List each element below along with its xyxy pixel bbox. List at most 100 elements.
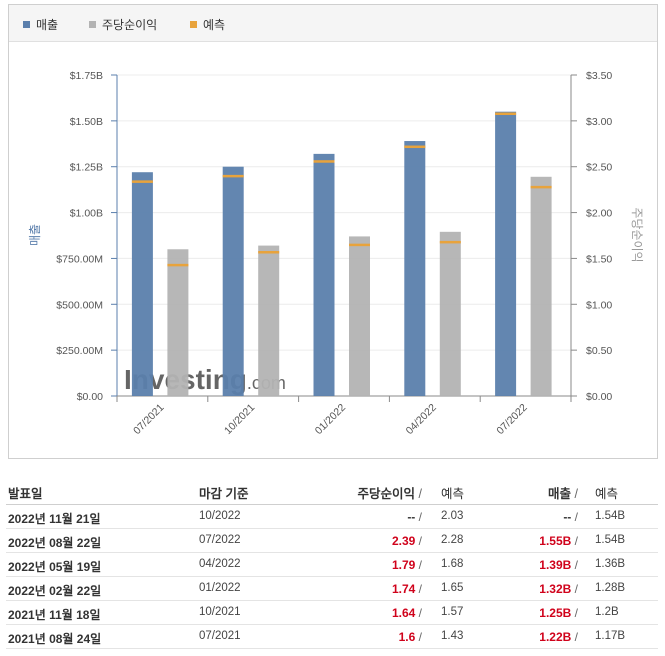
row-eps-actual: 1.74	[391, 582, 416, 596]
header-revenue[interactable]: 매출 /	[548, 483, 578, 502]
row-revenue-forecast: 1.28B	[595, 582, 626, 594]
row-eps-forecast: 1.65	[441, 582, 464, 594]
legend-swatch-revenue	[23, 21, 30, 28]
row-revenue: 1.22B /	[539, 630, 578, 644]
x-tick-label: 10/2021	[222, 402, 257, 437]
row-revenue-actual: 1.22B	[539, 630, 572, 644]
earnings-chart-panel: 매출 주당순이익 예측 $0.00 $0.00 $250.00M $0.50 $500.…	[8, 4, 658, 459]
table-row: 2021년 11월 18일 10/2021 1.64 /1.57 1.25B /1.2…	[6, 601, 658, 625]
row-revenue-forecast: 1.36B	[595, 558, 626, 570]
row-revenue-separator: /	[574, 630, 578, 644]
table-body: 2022년 11월 21일 10/2022 -- /2.03 -- /1.54B 202…	[6, 505, 658, 649]
row-revenue-actual: 1.39B	[539, 558, 572, 572]
revenue-forecast-marker	[404, 145, 426, 149]
y-tick-label: $0.00	[77, 391, 103, 403]
header-revenue-separator: /	[574, 487, 578, 501]
y2-tick-label: $1.50	[586, 253, 612, 265]
header-eps[interactable]: 주당순이익 /	[358, 483, 422, 502]
header-eps-label: 주당순이익	[357, 487, 416, 501]
row-revenue-forecast: 1.54B	[595, 510, 626, 522]
row-eps-actual: 2.39	[391, 534, 416, 548]
row-eps-actual: 1.79	[391, 558, 416, 572]
revenue-forecast-marker	[495, 112, 517, 116]
legend-swatch-eps	[89, 21, 96, 28]
row-eps-actual: --	[407, 510, 416, 524]
row-revenue-separator: /	[574, 510, 578, 524]
y-tick-label: $1.00B	[70, 208, 103, 220]
row-period: 01/2022	[199, 582, 241, 594]
y2-tick-label: $0.50	[586, 345, 612, 357]
row-eps-separator: /	[418, 534, 422, 548]
eps-bar	[349, 236, 370, 396]
revenue-bar	[495, 111, 517, 396]
y2-tick-label: $0.00	[586, 391, 612, 403]
legend-label-eps: 주당순이익	[102, 18, 158, 32]
legend-label-revenue: 매출	[36, 18, 59, 32]
row-revenue-actual: 1.55B	[539, 534, 572, 548]
legend-item-revenue[interactable]: 매출	[23, 16, 58, 33]
row-eps-separator: /	[418, 558, 422, 572]
eps-forecast-marker	[530, 185, 552, 189]
eps-forecast-marker	[258, 251, 280, 254]
row-revenue: 1.32B /	[539, 582, 578, 596]
header-eps-forecast[interactable]: 예측	[441, 487, 465, 501]
row-period: 10/2022	[199, 510, 241, 522]
table-row: 2022년 02월 22일 01/2022 1.74 / 1.65 1.32B / 1.2…	[6, 577, 658, 601]
row-eps: 1.64 /	[392, 606, 422, 620]
y-tick-label: $250.00M	[56, 345, 103, 357]
eps-bar	[167, 249, 189, 396]
row-eps-actual: 1.64	[391, 606, 416, 620]
row-eps: 2.39 /	[392, 534, 422, 548]
row-date: 2022년 08월 22일	[8, 536, 102, 550]
row-date: 2022년 02월 22일	[8, 584, 102, 598]
header-revenue-forecast[interactable]: 예측	[595, 487, 619, 501]
row-period: 04/2022	[199, 558, 241, 570]
row-revenue: -- /	[563, 510, 578, 524]
row-revenue-separator: /	[574, 534, 578, 548]
revenue-bar	[131, 172, 153, 396]
y2-axis-title: 주당순이익	[630, 207, 644, 262]
row-revenue: 1.25B /	[539, 606, 578, 620]
row-eps-separator: /	[418, 606, 422, 620]
legend-item-forecast[interactable]: 예측	[190, 16, 225, 33]
row-revenue: 1.39B /	[539, 558, 578, 572]
legend-item-eps[interactable]: 주당순이익	[89, 16, 157, 33]
row-eps: 1.6 /	[399, 630, 422, 644]
row-period: 07/2022	[199, 534, 241, 546]
x-tick-label: 07/2022	[494, 402, 529, 437]
header-date[interactable]: 발표일	[8, 487, 43, 501]
row-period: 10/2021	[199, 606, 241, 618]
x-tick-label: 01/2022	[313, 402, 348, 437]
row-revenue-separator: /	[574, 582, 578, 596]
row-revenue-actual: --	[563, 510, 572, 524]
x-tick-label: 04/2022	[404, 402, 439, 437]
row-eps-forecast: 1.68	[441, 558, 464, 570]
row-date: 2022년 05월 19일	[8, 560, 102, 574]
y-tick-label: $750.00M	[56, 253, 103, 265]
y-tick-label: $1.50B	[70, 116, 103, 128]
chart-plot: $0.00 $0.00 $250.00M $0.50 $500.00M $1.00 $750…	[28, 70, 644, 437]
chart-legend: 매출 주당순이익 예측	[9, 5, 657, 42]
legend-label-forecast: 예측	[203, 18, 226, 32]
header-period[interactable]: 마감 기준	[199, 487, 249, 501]
table-header: 발표일 마감 기준 주당순이익 / 예측 매출 / 예측	[6, 478, 658, 505]
legend-swatch-forecast	[190, 21, 197, 28]
row-period: 07/2021	[199, 630, 241, 642]
eps-forecast-marker	[349, 243, 370, 247]
revenue-bar	[404, 141, 426, 396]
table-row: 2022년 11월 21일 10/2022 -- / 2.03 -- / 1.54B	[6, 505, 658, 529]
x-tick-label: 07/2021	[131, 402, 166, 437]
row-eps: 1.79 /	[392, 558, 422, 572]
revenue-forecast-marker	[222, 174, 244, 178]
row-eps-forecast: 1.57	[441, 606, 464, 618]
row-date: 2021년 08월 24일	[8, 632, 102, 646]
header-eps-separator: /	[418, 487, 422, 501]
eps-forecast-marker	[167, 263, 189, 267]
row-revenue-separator: /	[574, 558, 578, 572]
y2-tick-label: $2.00	[586, 208, 612, 220]
eps-forecast-marker	[439, 240, 461, 244]
row-eps-forecast: 2.28	[441, 534, 464, 546]
eps-bar	[530, 176, 552, 396]
y2-tick-label: $1.00	[586, 299, 612, 311]
revenue-bar	[222, 166, 244, 396]
